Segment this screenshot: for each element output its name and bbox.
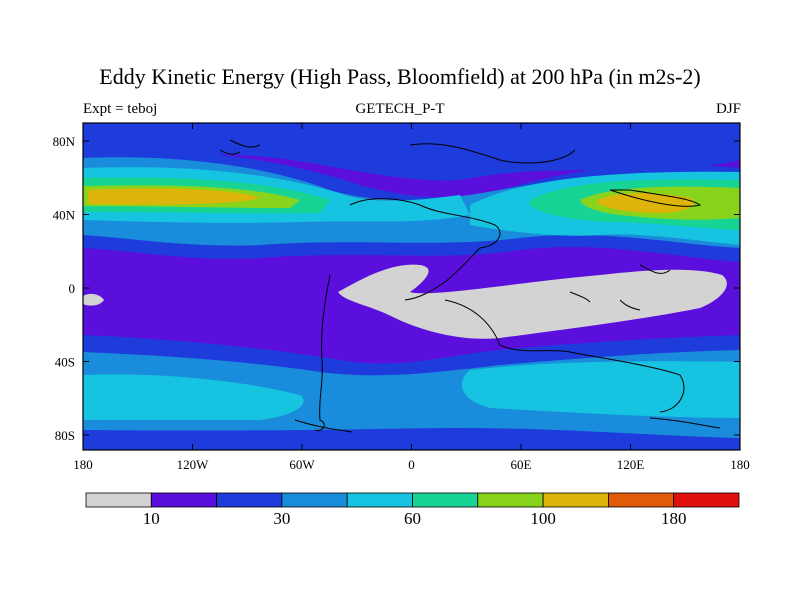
colorbar-label: 180: [661, 509, 687, 528]
contour-equatorial-west-0-5: [83, 293, 104, 306]
colorbar-label: 10: [143, 509, 160, 528]
colorbar-swatch: [150, 492, 218, 508]
lon-tick-label: 0: [408, 457, 415, 472]
longitude-axis: 180 120W 60W 0 60E 120E 180: [73, 123, 750, 472]
colorbar: 10 30 60 100 180: [85, 492, 740, 528]
colorbar-swatch: [673, 492, 740, 508]
colorbar-label: 30: [273, 509, 290, 528]
contour-south-pacific-30-60: [83, 374, 304, 420]
colorbar-swatch: [412, 492, 479, 508]
colorbar-label: 60: [404, 509, 421, 528]
lat-tick-label: 80N: [53, 134, 76, 149]
colorbar-swatch: [608, 492, 675, 508]
colorbar-swatch: [281, 492, 348, 508]
contour-field: [83, 123, 740, 450]
coastline-laurasia: [349, 198, 501, 301]
colorbar-label: 100: [530, 509, 556, 528]
contour-pacific-100-140: [88, 188, 260, 205]
lat-tick-label: 0: [69, 281, 76, 296]
lat-tick-label: 80S: [55, 428, 75, 443]
lon-tick-label: 120E: [617, 457, 645, 472]
colorbar-swatch: [477, 492, 544, 508]
coastline-arctic: [219, 139, 576, 164]
contour-band-north: [83, 123, 740, 181]
latitude-axis: 80N 40N 0 40S 80S: [53, 134, 740, 443]
model-label: GETECH_P-T: [355, 101, 445, 117]
contour-band-south-pole: [83, 432, 740, 450]
contour-equatorial-0-5: [338, 264, 727, 339]
coastline-tethys-islands: [569, 264, 671, 311]
coastlines: [219, 139, 721, 433]
lon-tick-label: 60W: [289, 457, 315, 472]
contour-atlantic-100-140: [598, 193, 694, 214]
lon-tick-label: 120W: [177, 457, 210, 472]
lon-tick-label: 180: [730, 457, 750, 472]
lat-tick-label: 40N: [53, 208, 76, 223]
colorbar-swatch: [85, 492, 152, 508]
map-title: Eddy Kinetic Energy (High Pass, Bloomfie…: [99, 64, 701, 89]
colorbar-swatch: [346, 492, 413, 508]
lon-tick-label: 180: [73, 457, 93, 472]
coastline-antarctic: [294, 417, 721, 433]
lon-tick-label: 60E: [511, 457, 532, 472]
colorbar-swatch: [542, 492, 609, 508]
coastline-east-gondwana: [444, 299, 685, 413]
colorbar-swatch: [216, 492, 283, 508]
season-label: DJF: [715, 101, 741, 117]
coastline-east-asia-island: [609, 189, 702, 207]
experiment-label: Expt = teboj: [83, 101, 158, 117]
lat-tick-label: 40S: [55, 355, 75, 370]
contour-south-indian-30-60: [461, 361, 740, 418]
